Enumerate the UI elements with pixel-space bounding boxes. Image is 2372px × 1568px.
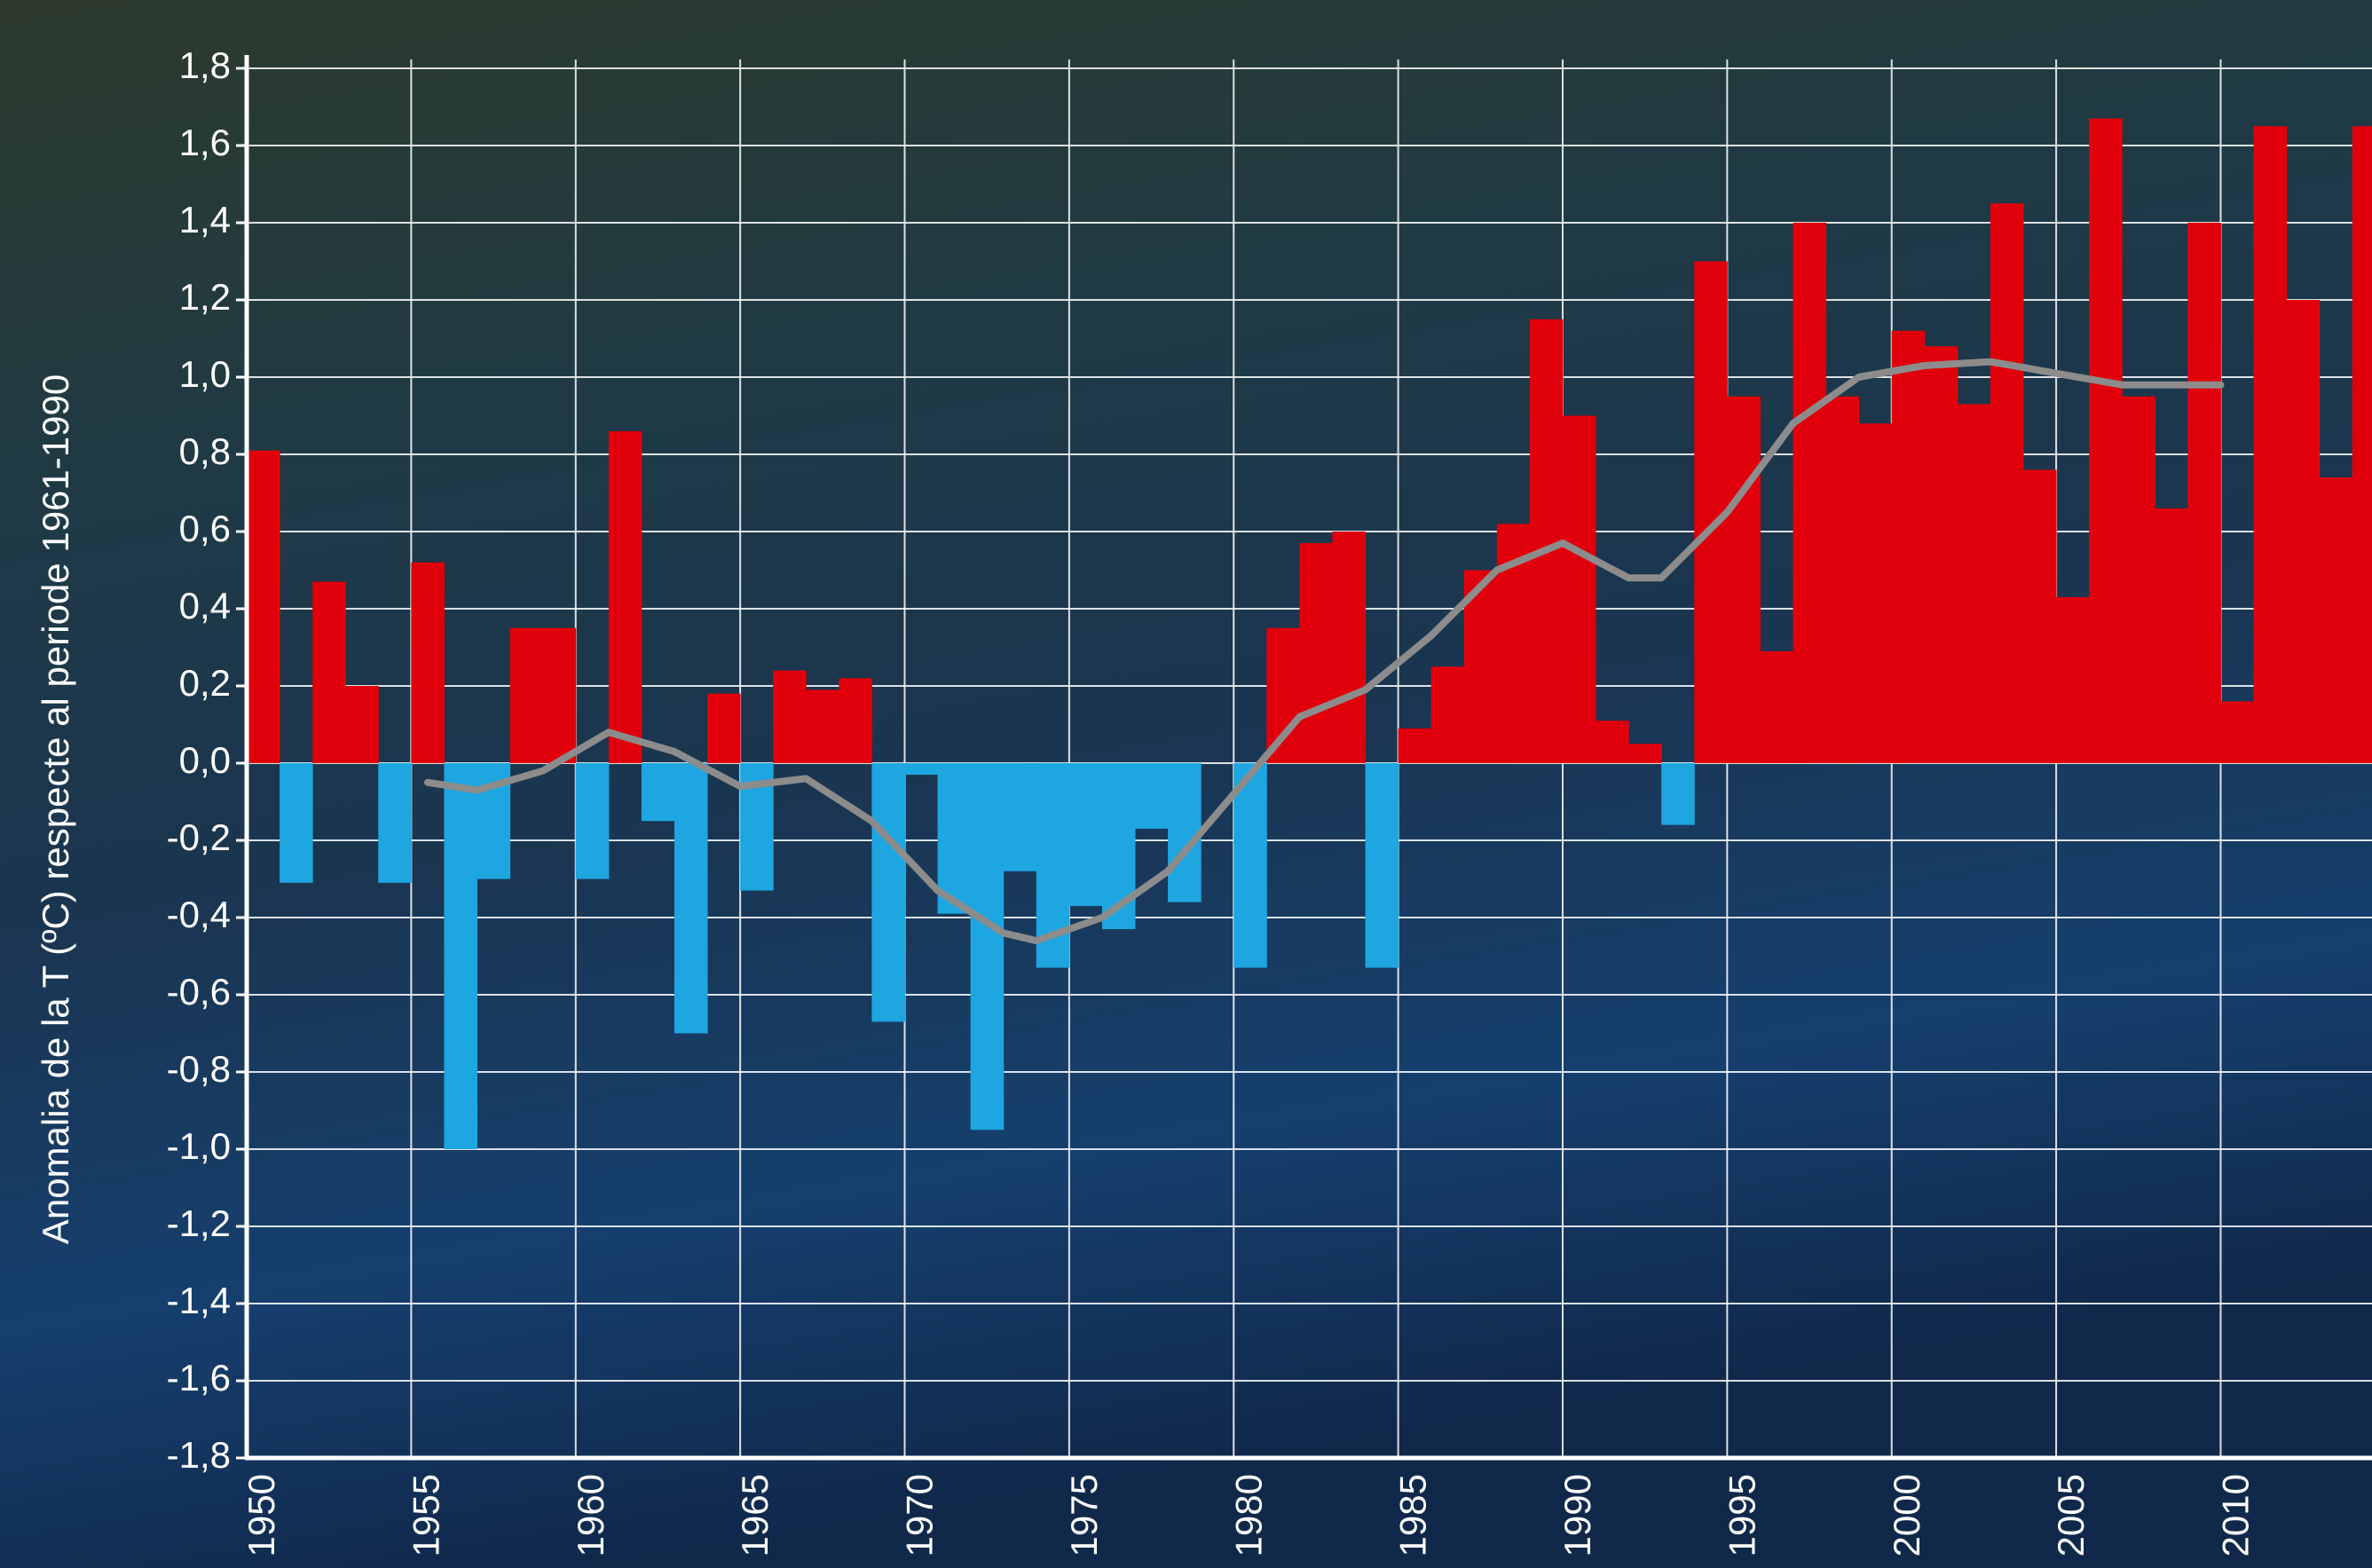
bar <box>1596 721 1629 763</box>
bar <box>707 693 741 763</box>
y-tick-label: 0,2 <box>179 662 231 704</box>
x-tick-label: 1975 <box>1063 1474 1105 1556</box>
bar <box>378 763 412 883</box>
x-tick-label: 2000 <box>1886 1474 1927 1556</box>
bar <box>1398 728 1432 763</box>
bar <box>1858 423 1893 763</box>
bar <box>247 450 280 763</box>
bar <box>1365 763 1399 968</box>
bar <box>1760 650 1793 763</box>
bar <box>1891 330 1926 763</box>
bars <box>247 118 2372 1149</box>
bar <box>2122 396 2155 763</box>
x-tick-label: 1985 <box>1392 1474 1434 1556</box>
y-tick-label: 0,8 <box>179 430 231 472</box>
bar <box>312 581 346 763</box>
y-tick-label: -0,6 <box>167 971 231 1013</box>
bar <box>542 627 577 763</box>
x-tick-label: 1955 <box>405 1474 446 1556</box>
x-tick-label: 1970 <box>899 1474 941 1556</box>
bar <box>2155 508 2188 763</box>
y-tick-label: 1,2 <box>179 276 231 318</box>
bar <box>1661 763 1695 825</box>
bar <box>1924 346 1958 763</box>
trend-line <box>423 358 2225 945</box>
bar <box>970 763 1005 1131</box>
bar <box>1430 666 1465 763</box>
bar <box>773 670 807 763</box>
y-tick-label: -0,2 <box>167 816 231 858</box>
y-tick-label: 1,0 <box>179 353 231 395</box>
y-tick-label: -1,2 <box>167 1202 231 1244</box>
bar <box>1168 763 1202 902</box>
bar <box>839 678 872 763</box>
bar <box>575 763 610 879</box>
bar <box>2352 126 2372 763</box>
bar <box>280 763 313 883</box>
bar <box>2089 118 2123 764</box>
bar <box>1793 223 1827 763</box>
bar <box>2220 701 2255 763</box>
bar <box>871 763 905 1022</box>
y-tick-label: 1,4 <box>179 199 231 240</box>
x-tick-label: 1980 <box>1227 1474 1269 1556</box>
bar <box>1332 532 1367 763</box>
bar <box>1233 763 1267 968</box>
bar <box>2023 469 2057 763</box>
y-axis-label: Anomalia de la T (ºC) respecte al period… <box>35 374 76 1244</box>
bar <box>2319 477 2353 763</box>
bar <box>1957 404 1991 763</box>
bar <box>1068 763 1103 906</box>
y-tick-label: 0,0 <box>179 739 231 781</box>
bar <box>1825 396 1860 763</box>
bar <box>1003 763 1037 871</box>
y-tick-label: -1,8 <box>167 1434 231 1476</box>
bar <box>2056 596 2090 763</box>
bar <box>904 763 939 776</box>
y-tick-label: -0,8 <box>167 1048 231 1090</box>
bar <box>608 430 642 763</box>
bar <box>1727 396 1761 763</box>
bar <box>806 689 839 763</box>
y-tick-label: 0,4 <box>179 585 231 626</box>
y-tick-label: -0,4 <box>167 894 231 935</box>
bar <box>2187 223 2221 763</box>
bar <box>345 686 379 763</box>
bar <box>2253 126 2288 763</box>
y-tick-label: 0,6 <box>179 508 231 549</box>
y-tick-label: -1,0 <box>167 1125 231 1167</box>
bar <box>509 627 544 763</box>
bar <box>1135 763 1169 829</box>
y-tick-label: -1,6 <box>167 1357 231 1399</box>
bar <box>641 763 675 822</box>
tick-labels: -1,8 -1,6 -1,4 -1,2 -1,0 -0,8 -0,6 -0,4 -0,2 0,0 0… <box>167 44 2257 1556</box>
bar <box>1299 543 1333 763</box>
x-tick-label: 1965 <box>734 1474 776 1556</box>
bar <box>411 562 445 763</box>
x-tick-label: 1960 <box>570 1474 611 1556</box>
bar <box>1266 627 1300 763</box>
x-tick-label: 2005 <box>2050 1474 2092 1556</box>
bar <box>1628 744 1662 763</box>
bar <box>1529 319 1564 763</box>
bar <box>2286 300 2321 763</box>
bar <box>674 763 708 1034</box>
y-tick-label: 1,8 <box>179 44 231 86</box>
trend <box>423 358 2225 945</box>
bar <box>444 763 478 1149</box>
x-tick-label: 2010 <box>2215 1474 2257 1556</box>
bar <box>1562 415 1596 763</box>
x-tick-label: 1950 <box>240 1474 282 1556</box>
y-tick-label: 1,6 <box>179 122 231 163</box>
x-tick-label: 1995 <box>1721 1474 1762 1556</box>
x-tick-label: 1990 <box>1556 1474 1598 1556</box>
bar <box>1694 261 1728 763</box>
bar <box>1990 203 2024 763</box>
y-tick-label: -1,4 <box>167 1280 231 1321</box>
bar <box>937 763 972 914</box>
